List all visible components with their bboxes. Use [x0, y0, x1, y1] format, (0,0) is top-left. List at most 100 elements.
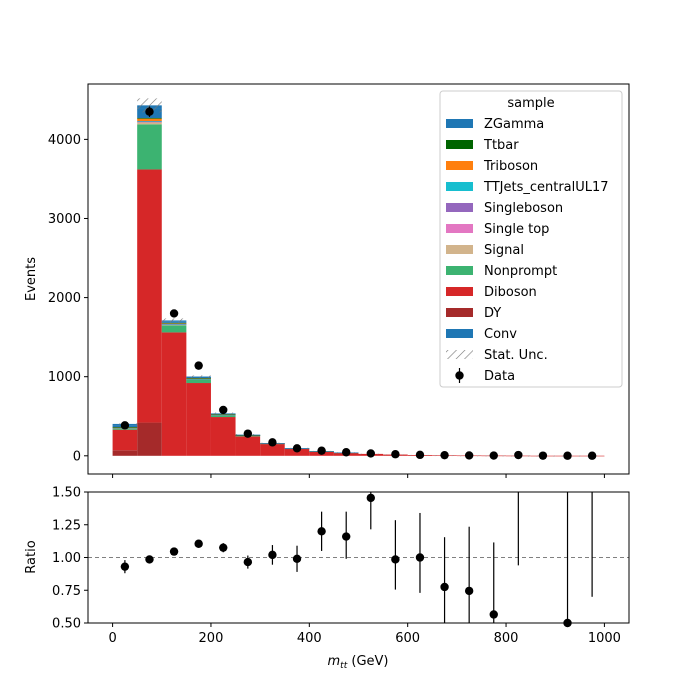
- data-point: [317, 446, 326, 455]
- bar-ttjets-centralul17: [161, 323, 187, 325]
- bar-diboson: [112, 429, 138, 451]
- ratio-point: [169, 547, 179, 556]
- bar-diboson: [186, 383, 211, 456]
- x-axis-label-var: m: [328, 654, 341, 669]
- legend-title: sample: [507, 96, 554, 111]
- bar-nonprompt: [210, 415, 236, 418]
- ratio-point: [317, 527, 326, 536]
- legend: sample ZGamma Ttbar Triboson TTJets_central…: [439, 90, 623, 388]
- ratio-point: [243, 557, 253, 567]
- ratio-point: [415, 553, 425, 562]
- data-point: [514, 450, 523, 460]
- ratio-y-tick-label: 1.50: [52, 486, 81, 501]
- data-point: [243, 429, 253, 438]
- legend-label-nonprompt: Nonprompt: [484, 264, 557, 279]
- bar-ttjets-centralul17: [137, 121, 162, 122]
- bar-ttbar: [137, 118, 162, 119]
- legend-label-ttbar: Ttbar: [483, 138, 519, 153]
- bar-ttbar: [161, 322, 187, 324]
- ratio-x-tick-label: 400: [297, 631, 322, 646]
- legend-swatch-signal: [446, 245, 473, 254]
- bar-nonprompt: [186, 379, 211, 384]
- legend-label-singleboson: Singleboson: [484, 201, 563, 216]
- bar-ttjets-centralul17: [186, 378, 211, 380]
- bar-diboson: [161, 332, 187, 456]
- legend-swatch-ttjets-centralul17: [446, 182, 473, 191]
- ratio-point: [489, 610, 498, 619]
- data-point: [563, 451, 572, 460]
- ratio-point: [342, 532, 351, 541]
- x-axis-label-unit: (GeV): [347, 654, 388, 669]
- data-point: [538, 451, 548, 460]
- ratio-point: [440, 582, 449, 592]
- data-point: [120, 421, 130, 430]
- legend-label-ttjets-centralul17: TTJets_centralUL17: [483, 180, 609, 195]
- data-point: [391, 450, 400, 459]
- main-y-axis-label: Events: [24, 257, 39, 301]
- data-point: [415, 450, 425, 460]
- legend-items: ZGamma Ttbar Triboson TTJets_centralUL17 Sin…: [446, 117, 609, 384]
- ratio-y-tick-label: 0.75: [52, 584, 81, 599]
- y-tick-label: 4000: [48, 133, 81, 148]
- stat-unc-band: [161, 318, 187, 323]
- legend-swatch-nonprompt: [446, 266, 473, 275]
- legend-label-data: Data: [484, 369, 515, 384]
- ratio-y-tick-label: 1.25: [52, 518, 81, 533]
- ratio-y-tick-label: 1.00: [52, 551, 81, 566]
- bar-diboson: [260, 443, 285, 456]
- x-axis-label: mtt (GeV): [328, 654, 389, 671]
- bar-dy: [112, 450, 138, 456]
- bar-triboson: [137, 118, 162, 122]
- legend-label-single-top: Single top: [484, 222, 549, 237]
- ratio-x-tick-label: 0: [108, 631, 116, 646]
- legend-label-diboson: Diboson: [484, 285, 537, 300]
- data-point: [219, 405, 228, 415]
- stat-unc-band: [186, 375, 211, 378]
- ratio-points: [120, 492, 593, 628]
- stat-unc-band: [137, 98, 162, 113]
- ratio-x-tick-label: 1000: [588, 631, 621, 646]
- legend-swatch-single-top: [446, 224, 473, 233]
- main-y-ticks: 0 1000 2000 3000 4000: [48, 133, 88, 464]
- legend-swatch-singleboson: [446, 203, 473, 212]
- legend-label-stat-unc-: Stat. Unc.: [484, 348, 548, 363]
- x-axis-label-sub: tt: [340, 661, 348, 671]
- data-point: [268, 438, 277, 447]
- legend-frame: [439, 90, 623, 388]
- ratio-y-axis-label: Ratio: [24, 540, 39, 573]
- data-point: [169, 309, 179, 318]
- ratio-y-ticks: 0.50 0.75 1.00 1.25 1.50: [52, 486, 88, 632]
- bar-ttbar: [210, 414, 236, 415]
- ratio-x-tick-label: 200: [199, 631, 224, 646]
- data-point: [292, 444, 302, 453]
- ratio-point: [292, 554, 302, 564]
- ratio-point: [366, 493, 375, 503]
- data-point: [489, 451, 498, 460]
- data-point: [342, 448, 351, 457]
- legend-swatch-stat-unc: [446, 350, 473, 359]
- data-point: [440, 450, 449, 460]
- ratio-axes-frame: [87, 491, 630, 624]
- bar-singleboson: [137, 121, 162, 123]
- legend-label-dy: DY: [484, 306, 501, 321]
- bar-ttbar: [186, 378, 211, 379]
- legend-swatch-ttbar: [446, 140, 473, 149]
- bar-diboson: [210, 417, 236, 456]
- ratio-point: [464, 586, 474, 596]
- main-histogram-panel: 0 1000 2000 3000 4000 Events: [24, 83, 630, 478]
- legend-swatch-triboson: [446, 161, 473, 170]
- legend-label-signal: Signal: [484, 243, 524, 258]
- bar-diboson: [137, 169, 162, 423]
- ratio-point: [194, 539, 203, 548]
- legend-swatch-data: [455, 371, 464, 380]
- bar-nonprompt: [161, 325, 187, 333]
- ratio-point: [120, 562, 130, 571]
- y-tick-label: 3000: [48, 212, 81, 227]
- main-x-ticks: [112, 474, 605, 478]
- data-points: [120, 106, 597, 460]
- ratio-x-tick-label: 600: [395, 631, 420, 646]
- y-tick-label: 2000: [48, 291, 81, 306]
- data-point: [194, 361, 203, 370]
- ratio-x-tick-label: 800: [494, 631, 519, 646]
